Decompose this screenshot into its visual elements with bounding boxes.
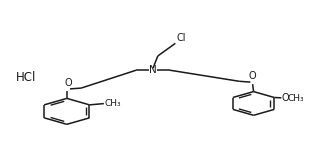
Text: O: O [282,93,289,103]
Text: Cl: Cl [177,33,186,43]
Text: N: N [149,65,157,75]
Text: O: O [65,78,72,88]
Text: CH₃: CH₃ [288,94,304,103]
Text: O: O [248,71,256,81]
Text: HCl: HCl [16,71,36,84]
Text: CH₃: CH₃ [105,99,121,108]
